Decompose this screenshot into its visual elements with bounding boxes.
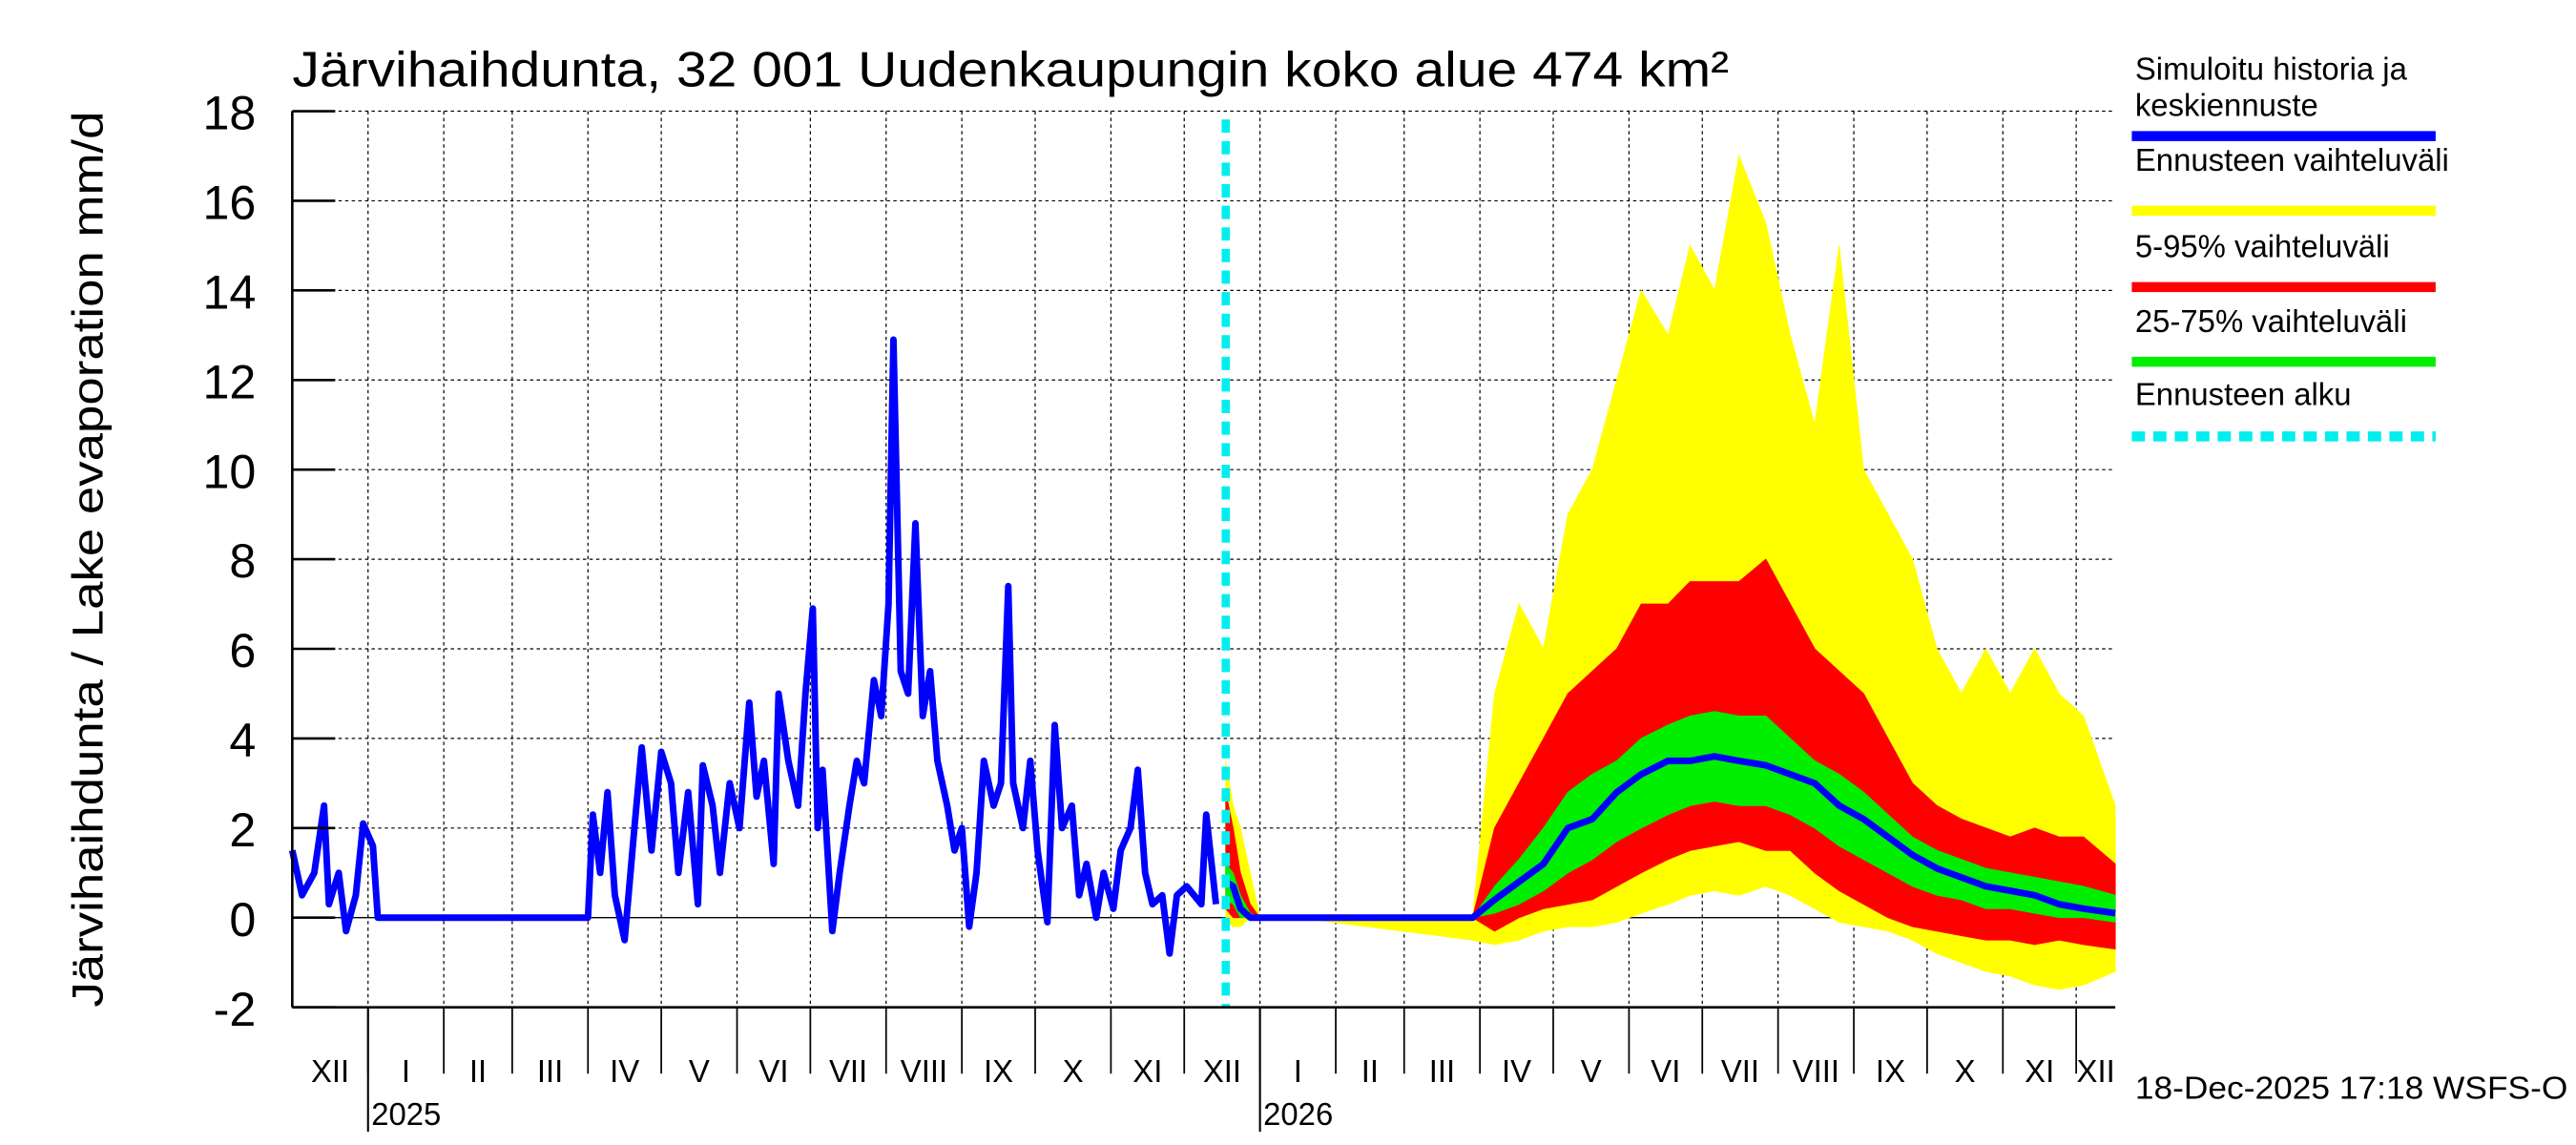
month-label: VIII: [901, 1053, 947, 1089]
grid: [292, 110, 2116, 1009]
month-label: V: [1581, 1053, 1602, 1089]
y-tick-label: 6: [229, 623, 256, 677]
month-label: I: [402, 1053, 410, 1089]
month-label: I: [1294, 1053, 1302, 1089]
y-tick-label: 12: [202, 354, 256, 408]
month-label: V: [689, 1053, 710, 1089]
band-25-75: [1225, 711, 2116, 923]
median-forecast-line: [1223, 753, 2116, 922]
month-label: III: [537, 1053, 563, 1089]
month-label: XII: [2077, 1053, 2115, 1089]
legend-label: Simuloitu historia ja: [2135, 51, 2408, 86]
month-label: III: [1429, 1053, 1455, 1089]
month-label: XI: [2025, 1053, 2054, 1089]
y-tick-label: 10: [202, 444, 256, 498]
y-tick-label: -2: [214, 982, 257, 1036]
month-label: VI: [1651, 1053, 1680, 1089]
month-label: X: [1955, 1053, 1976, 1089]
y-axis-label: Järvihaihdunta / Lake evaporation mm/d: [63, 112, 112, 1008]
y-tick-label: 18: [202, 86, 256, 140]
footer-timestamp: 18-Dec-2025 17:18 WSFS-O: [2135, 1070, 2567, 1105]
month-label: VII: [829, 1053, 867, 1089]
forecast-bands: [1225, 154, 2116, 990]
y-tick-label: 14: [202, 264, 256, 319]
year-label: 2026: [1263, 1096, 1333, 1132]
y-tick-label: 4: [229, 713, 256, 767]
year-label: 2025: [371, 1096, 441, 1132]
y-tick-label: 16: [202, 175, 256, 229]
month-label: VIII: [1793, 1053, 1839, 1089]
month-label: VII: [1721, 1053, 1759, 1089]
month-label: XII: [1203, 1053, 1241, 1089]
legend-label: keskiennuste: [2135, 88, 2318, 123]
legend-label: 25-75% vaihteluväli: [2135, 303, 2407, 339]
month-label: IX: [1876, 1053, 1905, 1089]
y-tick-label: 8: [229, 533, 256, 588]
month-label: II: [469, 1053, 487, 1089]
month-label: VI: [758, 1053, 788, 1089]
month-label: IV: [1502, 1053, 1531, 1089]
legend-label: 5-95% vaihteluväli: [2135, 228, 2390, 263]
month-label: XII: [311, 1053, 349, 1089]
series-lines: [288, 119, 2116, 1008]
legend-label: Ennusteen vaihteluväli: [2135, 142, 2449, 177]
month-label: XI: [1132, 1053, 1162, 1089]
legend-label: Ennusteen alku: [2135, 376, 2352, 411]
y-tick-label: 0: [229, 892, 256, 947]
history-line: [288, 336, 1219, 957]
month-label: IV: [610, 1053, 639, 1089]
month-label: IX: [984, 1053, 1013, 1089]
y-tick-label: 2: [229, 802, 256, 857]
month-label: II: [1361, 1053, 1379, 1089]
month-label: X: [1063, 1053, 1084, 1089]
chart-title: Järvihaihdunta, 32 001 Uudenkaupungin ko…: [292, 42, 1729, 97]
